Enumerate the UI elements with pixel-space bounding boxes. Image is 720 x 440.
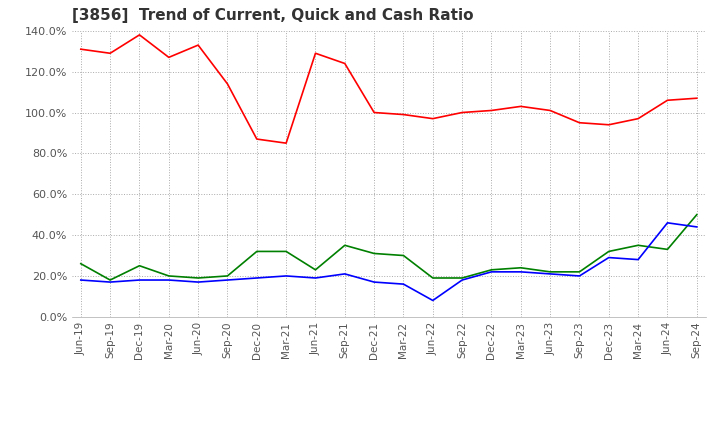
Quick Ratio [546,269,554,275]
Cash Ratio [135,277,144,282]
Quick Ratio [106,277,114,282]
Current Ratio [164,55,173,60]
Quick Ratio [282,249,290,254]
Quick Ratio [223,273,232,279]
Current Ratio [605,122,613,128]
Cash Ratio [634,257,642,262]
Cash Ratio [663,220,672,225]
Quick Ratio [194,275,202,281]
Quick Ratio [693,212,701,217]
Quick Ratio [634,242,642,248]
Current Ratio [663,98,672,103]
Quick Ratio [164,273,173,279]
Line: Quick Ratio: Quick Ratio [81,215,697,280]
Quick Ratio [516,265,525,271]
Cash Ratio [605,255,613,260]
Current Ratio [106,51,114,56]
Cash Ratio [194,279,202,285]
Cash Ratio [370,279,379,285]
Current Ratio [341,61,349,66]
Cash Ratio [428,298,437,303]
Cash Ratio [253,275,261,281]
Current Ratio [370,110,379,115]
Quick Ratio [135,263,144,268]
Current Ratio [487,108,496,113]
Line: Current Ratio: Current Ratio [81,35,697,143]
Quick Ratio [341,242,349,248]
Cash Ratio [76,277,85,282]
Current Ratio [311,51,320,56]
Cash Ratio [575,273,584,279]
Current Ratio [575,120,584,125]
Current Ratio [76,47,85,52]
Legend: Current Ratio, Quick Ratio, Cash Ratio: Current Ratio, Quick Ratio, Cash Ratio [186,436,592,440]
Quick Ratio [76,261,85,266]
Quick Ratio [458,275,467,281]
Current Ratio [428,116,437,121]
Quick Ratio [311,267,320,272]
Current Ratio [135,32,144,37]
Quick Ratio [253,249,261,254]
Quick Ratio [399,253,408,258]
Cash Ratio [106,279,114,285]
Line: Cash Ratio: Cash Ratio [81,223,697,301]
Quick Ratio [487,267,496,272]
Cash Ratio [516,269,525,275]
Cash Ratio [223,277,232,282]
Current Ratio [546,108,554,113]
Current Ratio [399,112,408,117]
Quick Ratio [605,249,613,254]
Text: [3856]  Trend of Current, Quick and Cash Ratio: [3856] Trend of Current, Quick and Cash … [72,7,474,23]
Cash Ratio [341,271,349,276]
Quick Ratio [575,269,584,275]
Cash Ratio [546,271,554,276]
Cash Ratio [282,273,290,279]
Current Ratio [194,42,202,48]
Cash Ratio [399,282,408,287]
Cash Ratio [311,275,320,281]
Quick Ratio [663,247,672,252]
Quick Ratio [370,251,379,256]
Cash Ratio [458,277,467,282]
Quick Ratio [428,275,437,281]
Current Ratio [693,95,701,101]
Current Ratio [223,81,232,87]
Cash Ratio [164,277,173,282]
Current Ratio [282,140,290,146]
Current Ratio [458,110,467,115]
Cash Ratio [693,224,701,230]
Current Ratio [516,104,525,109]
Cash Ratio [487,269,496,275]
Current Ratio [253,136,261,142]
Current Ratio [634,116,642,121]
